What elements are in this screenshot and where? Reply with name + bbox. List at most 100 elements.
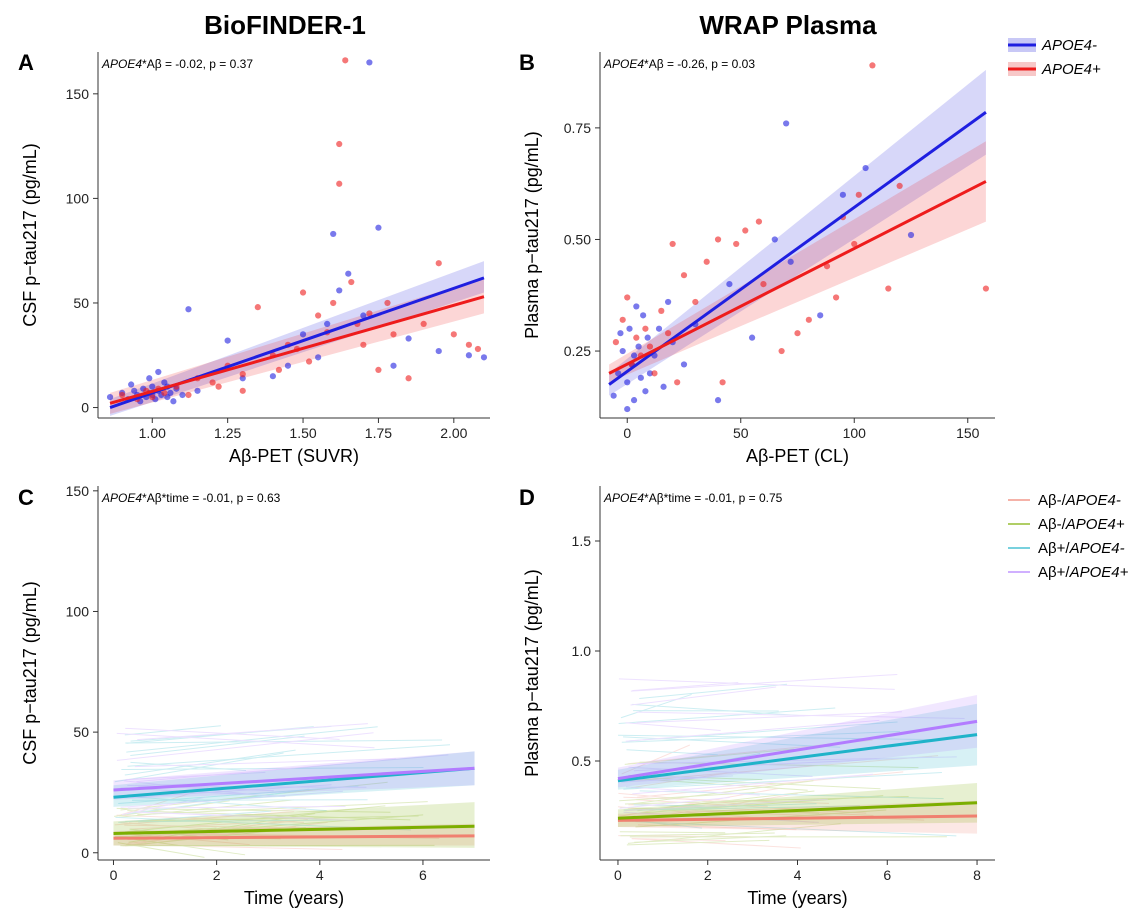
trajectory-line (626, 839, 770, 846)
panel-letter-b: B (519, 50, 535, 75)
trajectory-line (124, 749, 296, 776)
x-tick-label: 1.50 (289, 425, 316, 441)
trajectory-line (134, 758, 397, 768)
data-point (680, 272, 688, 279)
data-point (185, 391, 192, 399)
data-point (624, 294, 631, 301)
trajectory-line (632, 773, 874, 795)
data-point (435, 347, 442, 355)
data-point (254, 304, 261, 311)
data-point (640, 312, 647, 319)
trajectory-line (123, 780, 257, 796)
data-point (465, 341, 472, 348)
data-point (787, 258, 794, 265)
fit-line (113, 766, 475, 792)
legend-apoe4-pos-label: APOE4+ (1041, 61, 1101, 78)
y-tick-label: 1.0 (572, 643, 592, 659)
trajectory-line (623, 796, 829, 804)
fit-line (617, 719, 978, 781)
trajectory-line (631, 838, 726, 842)
trajectory-line (114, 752, 284, 783)
trajectory-line (136, 754, 449, 783)
x-tick-label: 4 (794, 867, 802, 883)
data-point (450, 331, 457, 338)
trajectory-line (120, 781, 388, 811)
trajectory-line (118, 810, 271, 823)
trajectory-line (624, 748, 795, 765)
trajectory-line (626, 749, 718, 756)
individual-trajectories (617, 673, 965, 849)
trajectory-line (631, 780, 814, 805)
x-tick-label: 6 (419, 867, 427, 883)
legend-group3-label: Aβ+/APOE4- (1038, 540, 1125, 557)
trajectory-line (636, 771, 904, 798)
trajectory-line (633, 804, 705, 807)
data-point (375, 224, 382, 231)
data-point (805, 316, 812, 323)
y-axis-title: Plasma p−tau217 (pg/mL) (522, 569, 542, 777)
data-point (106, 393, 114, 401)
data-point (384, 299, 391, 307)
data-point (465, 352, 472, 359)
trajectory-line (625, 805, 861, 811)
trajectory-line (137, 723, 368, 741)
data-point (626, 325, 633, 332)
x-tick-label: 2.00 (440, 425, 467, 441)
data-point (907, 231, 915, 239)
data-point (748, 334, 756, 341)
data-point (336, 180, 343, 187)
ci-ribbon (113, 751, 475, 800)
trajectory-line (125, 805, 386, 833)
trajectory-line (634, 835, 787, 843)
data-point (646, 343, 654, 350)
trajectory-line (620, 777, 808, 791)
data-point (405, 335, 412, 342)
trajectory-line (124, 824, 338, 829)
x-tick-label: 6 (883, 867, 891, 883)
data-point (896, 182, 903, 190)
data-point (239, 370, 246, 378)
x-tick-label: 1.75 (365, 425, 392, 441)
data-point (330, 299, 337, 307)
data-point (146, 375, 153, 382)
fit-line (617, 801, 978, 820)
y-tick-label: 0.5 (572, 753, 592, 769)
fit-line (608, 111, 987, 386)
x-axis-title: Aβ-PET (CL) (746, 446, 849, 466)
trajectory-line (116, 807, 391, 813)
data-point (680, 361, 688, 368)
data-point (435, 260, 442, 267)
trajectory-line (629, 721, 898, 742)
data-point (119, 391, 126, 399)
data-point (982, 285, 990, 292)
trajectory-line (118, 795, 327, 812)
fit-line (109, 295, 485, 405)
trajectory-line (124, 821, 328, 847)
interaction-annotation: APOE4*Aβ*time = -0.01, p = 0.63 (101, 491, 281, 505)
trajectory-line (620, 832, 775, 837)
x-tick-label: 0 (110, 867, 118, 883)
trajectory-line (621, 775, 733, 783)
y-axis-title: Plasma p−tau217 (pg/mL) (522, 131, 542, 339)
trajectory-line (138, 819, 343, 823)
data-point (342, 57, 349, 64)
trajectory-line (631, 838, 801, 849)
data-point (619, 316, 626, 323)
panel-letter-d: D (519, 485, 535, 510)
trajectory-line (631, 771, 737, 789)
trajectory-line (127, 823, 287, 844)
fit-line (113, 824, 475, 835)
data-point (345, 270, 352, 277)
data-point (674, 379, 681, 386)
trajectory-line (632, 681, 739, 692)
data-point (299, 289, 307, 296)
data-point (179, 391, 186, 399)
trajectory-line (639, 761, 919, 769)
data-point (612, 339, 619, 346)
trajectory-line (114, 800, 230, 817)
panel-letter-c: C (18, 485, 34, 510)
trajectory-line (623, 736, 841, 748)
data-point (330, 230, 337, 238)
data-point (474, 345, 482, 353)
y-tick-label: 100 (66, 190, 90, 206)
